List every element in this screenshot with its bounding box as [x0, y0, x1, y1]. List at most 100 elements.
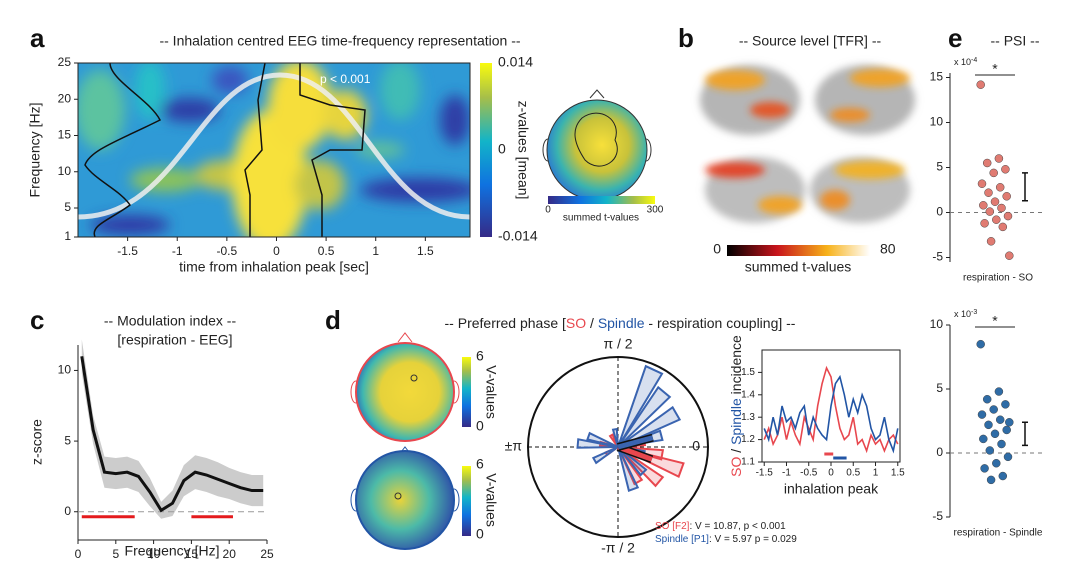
- rose-petal: [576, 438, 619, 449]
- point: [994, 154, 1004, 163]
- x-tick-label: 1.5: [417, 244, 434, 258]
- panel-title: -- Preferred phase [SO / Spindle - respi…: [445, 315, 796, 331]
- stats-text-part: Spindle [P1]: [655, 534, 709, 545]
- x-axis-label: respiration - Spindle: [954, 528, 1043, 539]
- tfr-image: [78, 63, 470, 237]
- x-tick-label: 0: [273, 244, 280, 258]
- colorbar: [548, 196, 655, 204]
- rose-petal: [617, 385, 672, 448]
- x-axis-label: inhalation peak: [784, 481, 879, 497]
- panel-label: c: [30, 305, 44, 335]
- colorbar-label: V-values: [483, 365, 499, 419]
- point: [994, 387, 1004, 396]
- point: [995, 183, 1005, 192]
- stats-text: Spindle [P1]: V = 5.97 p = 0.029: [655, 534, 797, 545]
- polar-label: π / 2: [603, 336, 632, 352]
- point: [977, 410, 987, 419]
- colorbar-tick-label: 0: [476, 526, 484, 542]
- rose-petal: [617, 446, 648, 477]
- panel-label: a: [30, 23, 45, 53]
- panel-title: -- Modulation index --: [104, 313, 237, 329]
- x-tick-label: -1.5: [756, 468, 774, 479]
- significance-star: *: [992, 313, 998, 329]
- stats-text: SO [F2]: V = 10.87, p < 0.001: [655, 521, 786, 532]
- point: [984, 420, 993, 430]
- stats-text-part: SO [F2]: [655, 521, 690, 532]
- rose-petal: [617, 364, 664, 448]
- panel-label: e: [948, 23, 962, 53]
- x-tick-label: 5: [112, 547, 119, 561]
- y-tick-label: 5: [936, 381, 943, 395]
- stats-text-part: : V = 10.87, p < 0.001: [689, 521, 786, 532]
- x-axis-label: time from inhalation peak [sec]: [179, 259, 369, 275]
- y-tick-label: -5: [932, 250, 943, 264]
- point: [1003, 452, 1013, 462]
- y-tick-label: 1.2: [741, 434, 755, 445]
- point: [998, 471, 1008, 481]
- point: [992, 458, 1001, 468]
- y-tick-label: 10: [930, 317, 944, 331]
- point: [985, 446, 995, 455]
- error-bar: [1022, 421, 1028, 447]
- y-axis-label: z-score: [29, 419, 45, 465]
- y-tick-label: 15: [58, 128, 72, 142]
- colorbar-label: summed t-values: [563, 213, 639, 224]
- point: [989, 168, 998, 178]
- y-tick-label: 10: [58, 363, 72, 377]
- scale-base: x 10: [954, 57, 971, 67]
- x-tick-label: 20: [223, 547, 237, 561]
- panel-title-part: - respiration coupling] --: [645, 315, 796, 331]
- x-tick-label: 1.5: [891, 468, 905, 479]
- error-bar: [1022, 172, 1028, 202]
- point: [995, 415, 1005, 424]
- point: [982, 158, 992, 168]
- x-tick-label: -1.5: [117, 244, 138, 258]
- x-tick-label: 0: [75, 547, 82, 561]
- point: [992, 215, 1001, 224]
- point: [998, 222, 1008, 232]
- x-tick-label: 0.5: [846, 468, 860, 479]
- colorbar: [480, 63, 492, 237]
- point: [997, 203, 1006, 213]
- point: [990, 429, 1000, 439]
- y-tick-label: 15: [930, 70, 944, 84]
- axes-lines: [77, 345, 267, 541]
- point: [989, 405, 998, 414]
- y-tick-label: -5: [932, 509, 943, 523]
- colorbar: [727, 245, 870, 256]
- y-axis-label: Frequency [Hz]: [27, 103, 43, 198]
- point: [1002, 192, 1011, 201]
- point: [985, 207, 995, 216]
- polar-label: 0: [692, 438, 700, 454]
- annotation: p < 0.001: [320, 72, 371, 86]
- y-tick-label: 5: [64, 200, 71, 214]
- topoplot: [542, 89, 652, 201]
- point: [1001, 400, 1010, 409]
- line: [80, 356, 264, 513]
- x-tick-label: -0.5: [800, 468, 818, 479]
- point: [980, 464, 989, 473]
- point: [1005, 251, 1014, 260]
- y-tick-label: 1.3: [741, 412, 755, 423]
- x-tick-label: 0.5: [318, 244, 335, 258]
- panel-title: -- PSI --: [991, 33, 1040, 49]
- y-tick-label: 20: [58, 91, 72, 105]
- axes-frame: [761, 349, 901, 463]
- x-tick-label: 0: [828, 468, 834, 479]
- panel-label: d: [325, 305, 341, 335]
- y-tick-label: 0: [64, 504, 71, 518]
- scale-base: x 10: [954, 309, 971, 319]
- x-axis-label: Frequency [Hz]: [125, 543, 220, 559]
- colorbar-tick-label: 0: [498, 141, 506, 157]
- colorbar-tick-label: 300: [647, 205, 664, 216]
- scale-label: x 10-3: [954, 309, 977, 320]
- x-tick-label: 1: [372, 244, 379, 258]
- y-tick-label: 10: [930, 115, 944, 129]
- colorbar-tick-label: 6: [476, 456, 484, 472]
- y-tick-label: 0: [936, 445, 943, 459]
- scale-label: x 10-4: [954, 57, 977, 68]
- significance-star: *: [992, 61, 998, 77]
- point: [977, 179, 987, 188]
- error-band: [81, 339, 264, 519]
